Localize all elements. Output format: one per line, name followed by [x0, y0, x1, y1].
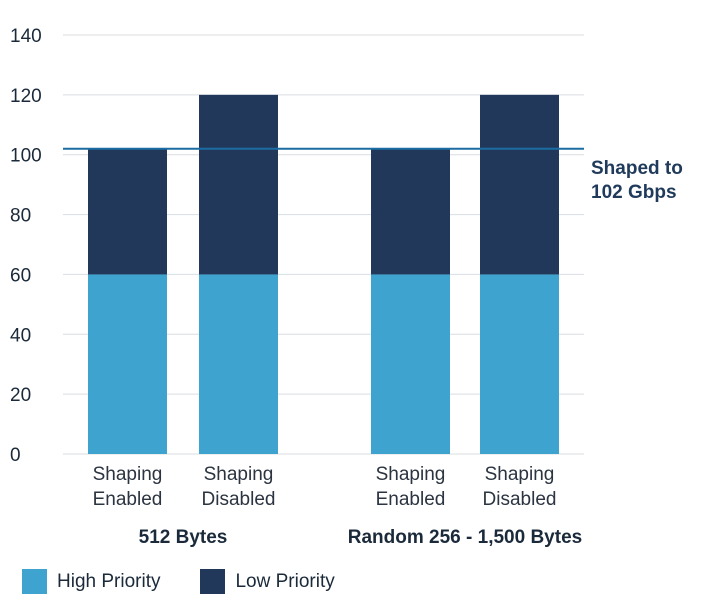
y-tick-label-80: 80: [10, 206, 31, 227]
legend-swatch-high-priority: [22, 569, 47, 594]
reference-line-label: Shaped to 102 Gbps: [591, 158, 683, 203]
stacked-bar-chart: 0 20 40 60 80 100 120 140 Shaped to 102 Gbps Sha…: [10, 26, 683, 548]
legend-item-high-priority: High Priority: [22, 569, 160, 594]
legend-item-low-priority: Low Priority: [200, 569, 335, 594]
bar-high-priority-2: [371, 274, 450, 454]
y-tick-label-0: 0: [10, 445, 21, 466]
legend-swatch-low-priority: [200, 569, 226, 594]
x-axis-labels: Shaping Enabled Shaping Disabled 512 Bytes Sh…: [93, 464, 583, 548]
x-category-label-1: Shaping Disabled: [202, 464, 276, 510]
bars: [88, 94, 559, 454]
y-axis-ticks: 0 20 40 60 80 100 120 140: [10, 26, 42, 466]
y-tick-label-140: 140: [10, 26, 42, 47]
y-tick-label-20: 20: [10, 385, 31, 406]
bar-high-priority-3: [480, 274, 559, 454]
legend: High Priority Low Priority: [22, 569, 335, 594]
bar-low-priority-2: [371, 148, 450, 275]
y-tick-label-100: 100: [10, 146, 42, 167]
bar-high-priority-1: [199, 274, 278, 454]
y-tick-label-40: 40: [10, 325, 31, 346]
x-group-label-1: Random 256 - 1,500 Bytes: [348, 527, 582, 548]
bar-low-priority-1: [199, 94, 278, 275]
bar-low-priority-3: [480, 94, 559, 275]
y-tick-label-120: 120: [10, 86, 42, 107]
legend-label-low-priority: Low Priority: [235, 570, 335, 592]
x-category-label-2: Shaping Enabled: [376, 464, 446, 510]
legend-label-high-priority: High Priority: [57, 570, 161, 592]
x-category-label-3: Shaping Disabled: [483, 464, 557, 510]
bar-low-priority-0: [88, 148, 167, 275]
x-group-label-0: 512 Bytes: [139, 527, 228, 548]
x-category-label-0: Shaping Enabled: [93, 464, 163, 510]
bar-high-priority-0: [88, 274, 167, 454]
reference-line-group: Shaped to 102 Gbps: [63, 147, 683, 203]
y-tick-label-60: 60: [10, 265, 31, 286]
